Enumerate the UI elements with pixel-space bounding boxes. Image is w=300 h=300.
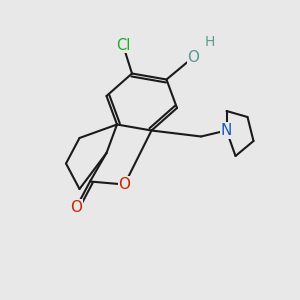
Text: O: O [70, 200, 83, 214]
Text: H: H [205, 35, 215, 49]
Text: Cl: Cl [116, 38, 130, 52]
Text: O: O [188, 50, 200, 64]
Text: O: O [118, 177, 130, 192]
Text: N: N [221, 123, 232, 138]
